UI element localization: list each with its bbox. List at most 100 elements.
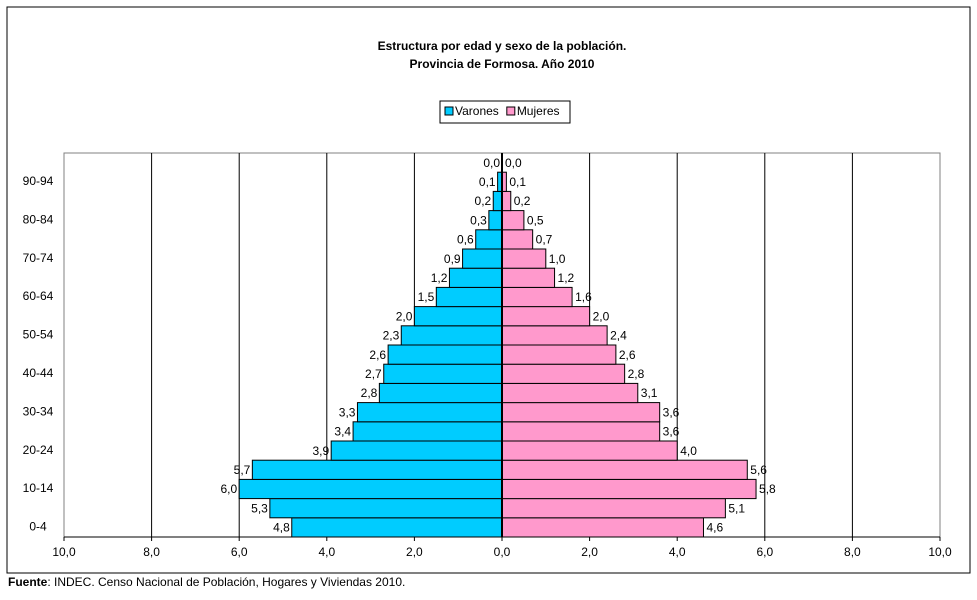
y-tick-label: 20-24 bbox=[23, 443, 54, 457]
y-tick-label: 40-44 bbox=[23, 366, 54, 380]
source-text: : INDEC. Censo Nacional de Población, Ho… bbox=[47, 575, 405, 589]
bar bbox=[400, 325, 503, 346]
bar bbox=[501, 382, 639, 404]
value-label: 2,8 bbox=[361, 386, 378, 400]
value-label: 0,2 bbox=[475, 194, 492, 208]
bar bbox=[383, 363, 503, 384]
bar bbox=[269, 498, 503, 519]
value-label: 1,2 bbox=[558, 271, 575, 285]
x-tick-label: 2,0 bbox=[581, 545, 598, 559]
x-tick-label: 4,0 bbox=[669, 545, 686, 559]
value-label: 4,0 bbox=[680, 444, 697, 458]
source-note: Fuente: INDEC. Censo Nacional de Poblaci… bbox=[8, 575, 405, 589]
value-label: 2,6 bbox=[619, 348, 636, 362]
x-tick-label: 10,0 bbox=[52, 545, 76, 559]
bar bbox=[448, 267, 503, 288]
value-label: 0,7 bbox=[536, 233, 553, 247]
value-label: 1,5 bbox=[418, 290, 435, 304]
y-tick-label: 60-64 bbox=[23, 289, 54, 303]
value-label: 0,0 bbox=[483, 156, 500, 170]
value-label: 5,1 bbox=[728, 501, 745, 515]
x-tick-label: 6,0 bbox=[756, 545, 773, 559]
bar bbox=[501, 248, 547, 269]
value-label: 0,5 bbox=[527, 213, 544, 227]
bar bbox=[378, 382, 503, 404]
value-label: 1,2 bbox=[431, 271, 448, 285]
y-tick-label: 80-84 bbox=[23, 212, 54, 226]
legend-label: Mujeres bbox=[517, 104, 560, 118]
x-tick-label: 2,0 bbox=[406, 545, 423, 559]
y-tick-label: 90-94 bbox=[23, 174, 54, 188]
bar bbox=[413, 306, 503, 327]
y-tick-label: 70-74 bbox=[23, 251, 54, 265]
chart-subtitle: Provincia de Formosa. Año 2010 bbox=[410, 57, 595, 71]
value-label: 1,0 bbox=[549, 252, 566, 266]
bar bbox=[501, 344, 617, 365]
bar bbox=[352, 421, 503, 442]
legend: Varones Mujeres bbox=[439, 100, 571, 124]
bar bbox=[501, 478, 757, 500]
legend-box bbox=[439, 100, 571, 124]
value-label: 0,2 bbox=[514, 194, 531, 208]
bar bbox=[501, 267, 556, 288]
value-label: 3,4 bbox=[334, 425, 351, 439]
bar bbox=[501, 306, 591, 327]
bar bbox=[501, 459, 748, 480]
value-label: 0,9 bbox=[444, 252, 461, 266]
y-tick-label: 50-54 bbox=[23, 328, 54, 342]
value-label: 5,7 bbox=[234, 463, 251, 477]
value-label: 0,6 bbox=[457, 233, 474, 247]
bar bbox=[501, 363, 626, 384]
source-label: Fuente bbox=[8, 575, 48, 589]
bar bbox=[251, 459, 503, 480]
bar bbox=[330, 440, 503, 461]
value-label: 2,3 bbox=[383, 329, 400, 343]
value-label: 2,7 bbox=[365, 367, 382, 381]
value-label: 4,6 bbox=[706, 521, 723, 535]
bar bbox=[501, 229, 534, 250]
bar bbox=[501, 421, 661, 442]
legend-swatch bbox=[506, 106, 516, 116]
value-label: 0,1 bbox=[479, 175, 496, 189]
value-label: 3,9 bbox=[312, 444, 329, 458]
value-label: 1,6 bbox=[575, 290, 592, 304]
y-tick-label: 10-14 bbox=[23, 481, 54, 495]
bar bbox=[387, 344, 503, 365]
value-label: 3,3 bbox=[339, 405, 356, 419]
bar bbox=[501, 517, 704, 538]
bar bbox=[435, 286, 503, 308]
bar bbox=[238, 478, 503, 500]
bar bbox=[501, 190, 512, 212]
legend-label: Varones bbox=[455, 104, 499, 118]
bar bbox=[501, 498, 726, 519]
bar bbox=[501, 210, 525, 231]
bar bbox=[501, 325, 608, 346]
value-label: 5,6 bbox=[750, 463, 767, 477]
value-label: 2,8 bbox=[628, 367, 645, 381]
value-label: 0,1 bbox=[509, 175, 526, 189]
bar bbox=[501, 440, 678, 461]
value-label: 3,1 bbox=[641, 386, 658, 400]
legend-swatch bbox=[444, 106, 454, 116]
x-tick-label: 10,0 bbox=[928, 545, 952, 559]
value-label: 4,8 bbox=[273, 521, 290, 535]
bar bbox=[501, 402, 661, 423]
bar bbox=[501, 286, 573, 308]
x-tick-label: 8,0 bbox=[143, 545, 160, 559]
bar bbox=[356, 402, 503, 423]
value-label: 6,0 bbox=[221, 482, 238, 496]
x-tick-label: 6,0 bbox=[231, 545, 248, 559]
y-tick-label: 30-34 bbox=[23, 404, 54, 418]
bar bbox=[462, 248, 503, 269]
bar bbox=[488, 210, 503, 231]
x-tick-label: 0,0 bbox=[494, 545, 511, 559]
chart-title: Estructura por edad y sexo de la poblaci… bbox=[378, 39, 627, 53]
value-label: 0,0 bbox=[505, 156, 522, 170]
bar bbox=[492, 190, 503, 212]
value-label: 2,6 bbox=[369, 348, 386, 362]
value-label: 3,6 bbox=[663, 425, 680, 439]
x-tick-label: 8,0 bbox=[844, 545, 861, 559]
value-label: 2,0 bbox=[593, 309, 610, 323]
value-label: 5,8 bbox=[759, 482, 776, 496]
value-label: 0,3 bbox=[470, 213, 487, 227]
